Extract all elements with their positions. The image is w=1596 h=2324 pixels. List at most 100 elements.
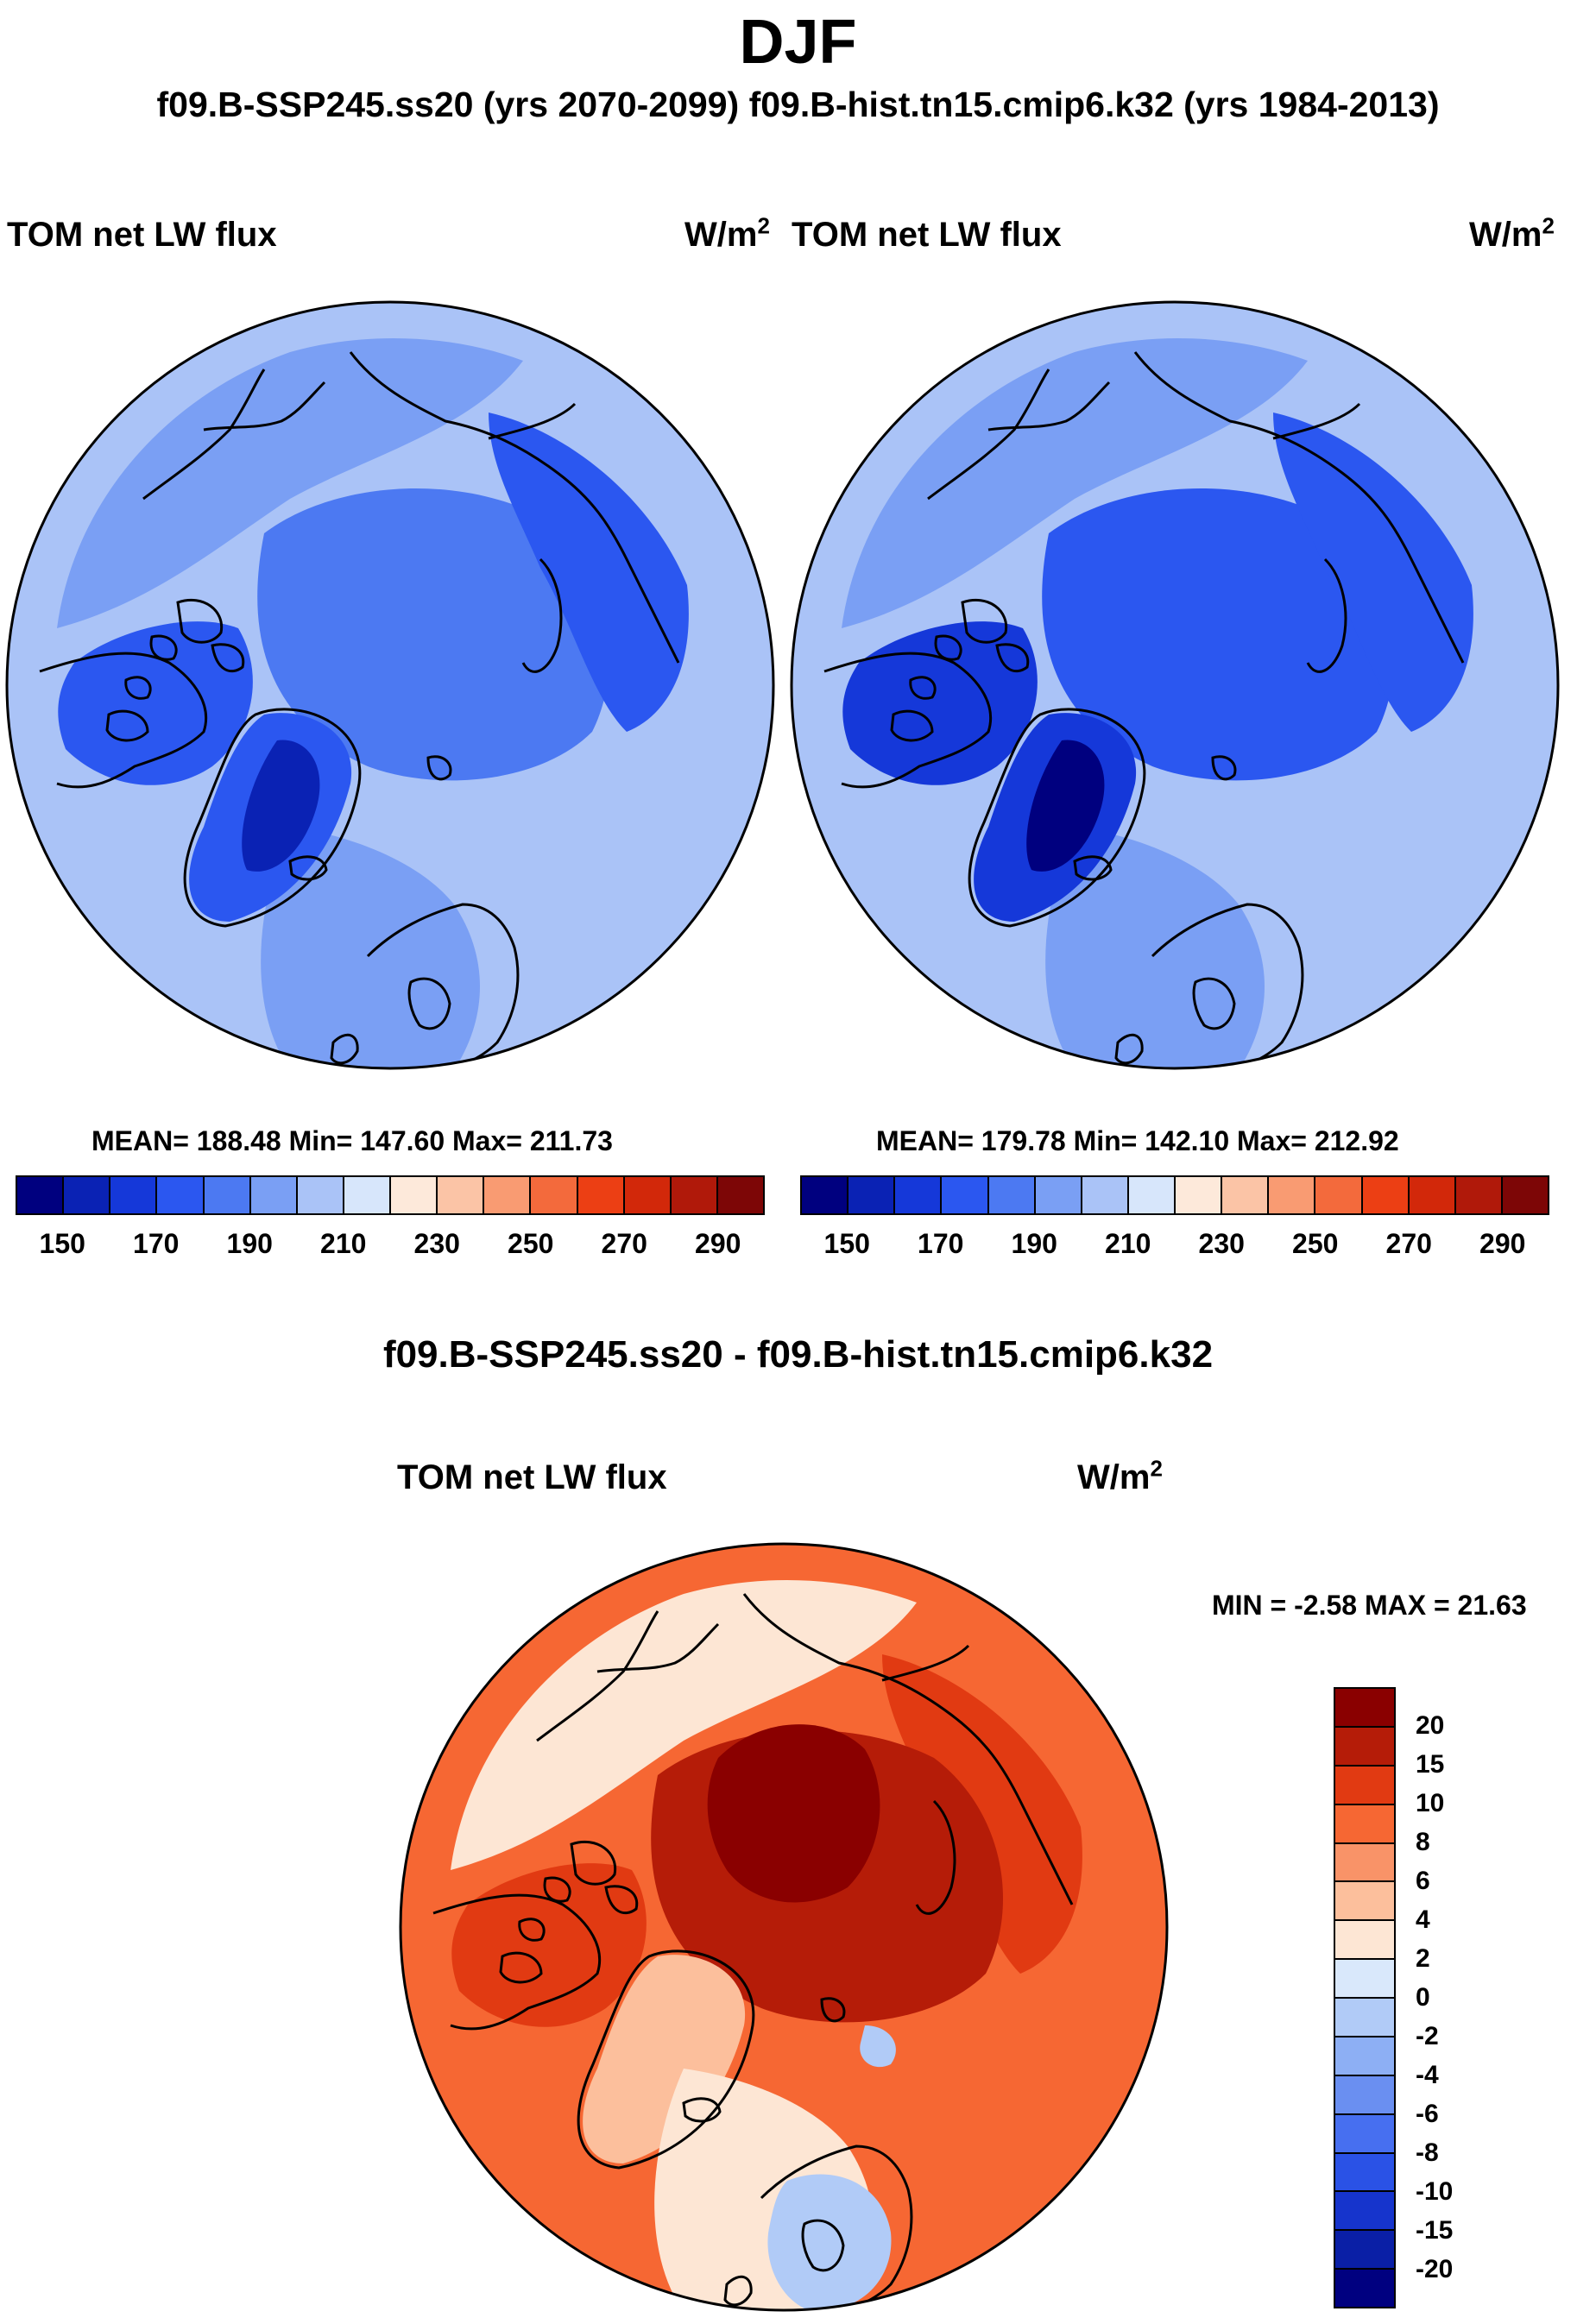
- colorbar-swatch: [1362, 1177, 1410, 1213]
- colorbar-tick-label: -8: [1416, 2138, 1439, 2167]
- coastline: [39, 652, 208, 789]
- colorbar-tick-label: 8: [1416, 1828, 1430, 1856]
- coastline: [604, 1885, 639, 1915]
- coastline: [426, 755, 452, 781]
- colorbar-tick-label: 20: [1416, 1711, 1445, 1740]
- coastline: [596, 1622, 720, 1673]
- left-polar-map: [5, 300, 775, 1070]
- colorbar-tick-label: 230: [413, 1228, 460, 1259]
- coastline: [881, 1644, 970, 1682]
- coastline: [407, 977, 451, 1030]
- coastline: [927, 368, 1050, 501]
- colorbar-swatch: [1128, 1177, 1176, 1213]
- coastline: [521, 557, 563, 673]
- coastline: [1114, 1033, 1144, 1065]
- coastline: [518, 1918, 546, 1942]
- right-polar-map: [790, 300, 1560, 1070]
- coastline: [934, 634, 962, 661]
- colorbar-swatch: [1335, 1689, 1394, 1728]
- contour-region: [1045, 827, 1265, 1068]
- colorbar-tick-label: 190: [226, 1228, 273, 1259]
- colorbar-swatch: [942, 1177, 989, 1213]
- colorbar-swatch: [988, 1177, 1036, 1213]
- colorbar-swatch: [157, 1177, 205, 1213]
- left-panel-stats: MEAN= 188.48 Min= 147.60 Max= 211.73: [91, 1125, 613, 1156]
- colorbar-swatch: [1269, 1177, 1316, 1213]
- coastline: [488, 402, 577, 440]
- colorbar-swatch: [577, 1177, 625, 1213]
- coastline: [176, 598, 224, 644]
- right-panel-stats: MEAN= 179.78 Min= 142.10 Max= 212.92: [876, 1125, 1399, 1156]
- colorbar-swatch: [64, 1177, 111, 1213]
- coastline: [723, 2275, 753, 2307]
- colorbar-swatch: [1335, 2192, 1394, 2232]
- contour-region: [842, 621, 1038, 785]
- coastline: [536, 1610, 659, 1742]
- colorbar-swatch: [624, 1177, 672, 1213]
- colorbar-swatch: [1502, 1177, 1548, 1213]
- coastline: [203, 381, 326, 431]
- contour-region: [451, 1863, 647, 2027]
- coastline: [915, 1799, 956, 1915]
- coastlines: [823, 351, 1465, 1068]
- colorbar-tick-label: 250: [1292, 1228, 1339, 1259]
- contour-fill-group: [792, 302, 1558, 1068]
- colorbar-swatch: [1082, 1177, 1129, 1213]
- colorbar-tick-label: 150: [39, 1228, 85, 1259]
- colorbar-swatch: [1335, 2231, 1394, 2270]
- coastline: [432, 1893, 602, 2031]
- coastline: [183, 708, 362, 928]
- contour-region: [767, 2174, 892, 2310]
- colorbar-swatch: [1335, 1843, 1394, 1883]
- coastline: [149, 634, 178, 661]
- colorbar-tick-label: -15: [1416, 2216, 1454, 2245]
- coastline: [211, 643, 245, 673]
- contour-region: [58, 621, 253, 785]
- coastlines: [432, 1593, 1074, 2310]
- colorbar-swatch: [1335, 2037, 1394, 2076]
- colorbar-swatch: [1409, 1177, 1456, 1213]
- colorbar-swatch: [1335, 1727, 1394, 1767]
- coastline: [105, 709, 149, 742]
- colorbar-tick-label: 250: [508, 1228, 554, 1259]
- colorbar-swatch: [1176, 1177, 1223, 1213]
- colorbar-swatch: [17, 1177, 65, 1213]
- coastline: [968, 708, 1146, 928]
- coastline: [1073, 855, 1113, 881]
- contour-region: [261, 827, 480, 1068]
- diff-polar-map: [399, 1542, 1169, 2312]
- colorbar-swatch: [110, 1177, 158, 1213]
- colorbar-tick-label: -2: [1416, 2022, 1439, 2050]
- coastline: [349, 351, 680, 664]
- diff-panel-title: f09.B-SSP245.ss20 - f09.B-hist.tn15.cmip…: [382, 1333, 1214, 1376]
- contour-region: [583, 1955, 746, 2163]
- colorbar-tick-label: 290: [695, 1228, 741, 1259]
- colorbar-tick-label: 15: [1416, 1750, 1445, 1779]
- coastline: [124, 676, 152, 700]
- colorbar-swatch: [1035, 1177, 1082, 1213]
- right-panel-field: TOM net LW flux: [792, 216, 1062, 254]
- contour-fill-group: [7, 302, 773, 1068]
- colorbar-swatch: [484, 1177, 532, 1213]
- contour-region: [1042, 488, 1394, 781]
- coastline: [909, 676, 937, 700]
- contour-region: [1273, 413, 1473, 732]
- figure-title: DJF: [739, 8, 857, 77]
- colorbar-swatch: [1335, 1921, 1394, 1961]
- colorbar-tick-label: -4: [1416, 2061, 1439, 2089]
- colorbar-swatch: [671, 1177, 718, 1213]
- contour-fill-group: [401, 1544, 1167, 2310]
- colorbar-swatch: [1335, 2153, 1394, 2193]
- colorbar-swatch: [1335, 2114, 1394, 2154]
- left-panel-unit: W/m2: [684, 212, 770, 254]
- colorbar-swatch: [1335, 1804, 1394, 1844]
- colorbar-swatch: [204, 1177, 251, 1213]
- coastline: [330, 1033, 359, 1065]
- colorbar-swatch: [1335, 2270, 1394, 2307]
- colorbar-tick-label: -6: [1416, 2100, 1439, 2128]
- colorbar-tick-label: 270: [601, 1228, 647, 1259]
- contour-region: [489, 413, 689, 732]
- contour-region: [860, 2025, 896, 2068]
- coastline: [499, 1951, 543, 1984]
- colorbar-swatch: [895, 1177, 943, 1213]
